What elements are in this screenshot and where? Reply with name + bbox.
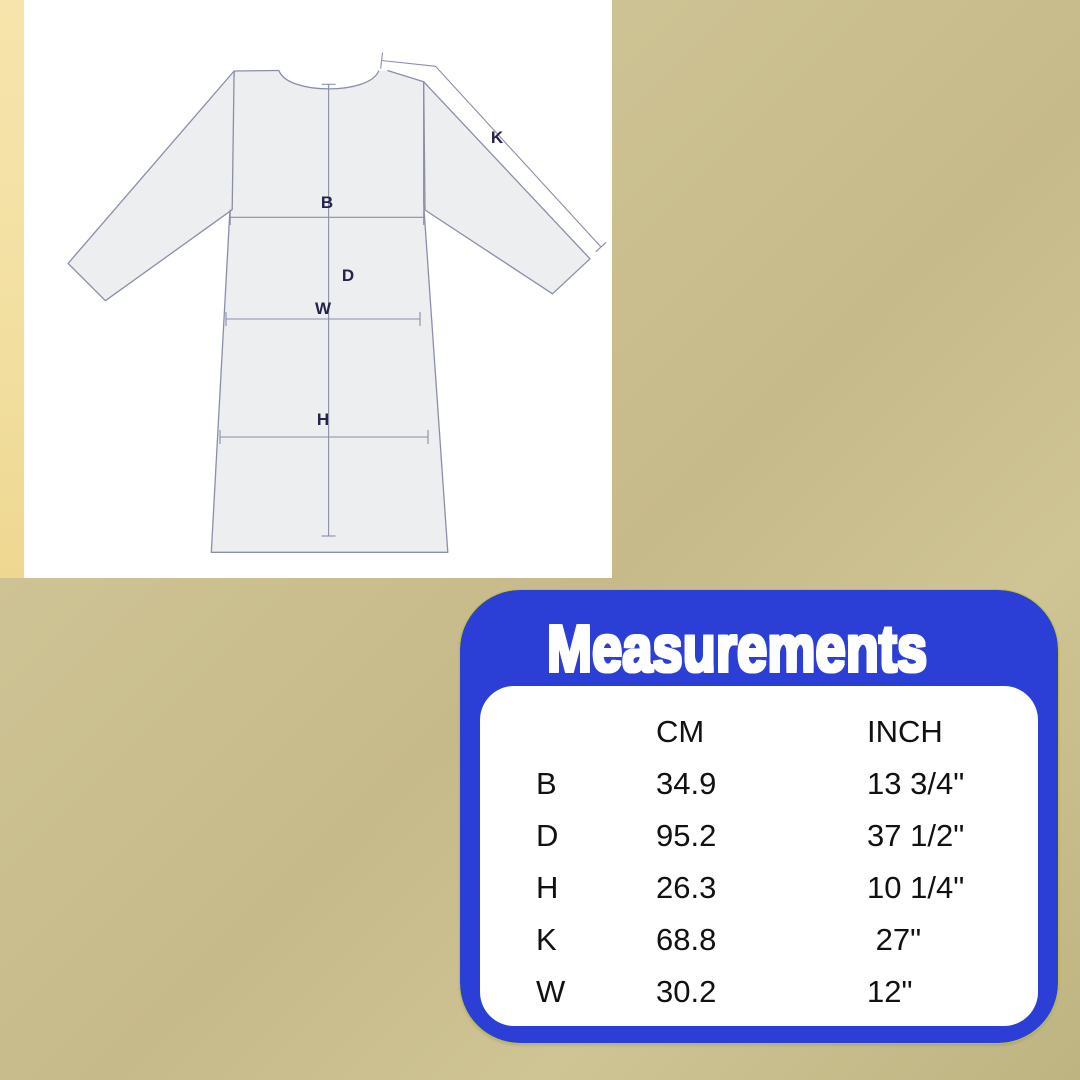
svg-text:D: D	[342, 266, 354, 285]
svg-text:K: K	[491, 128, 504, 147]
svg-text:W: W	[315, 299, 332, 318]
svg-text:B: B	[321, 193, 333, 212]
svg-text:H: H	[317, 410, 329, 429]
